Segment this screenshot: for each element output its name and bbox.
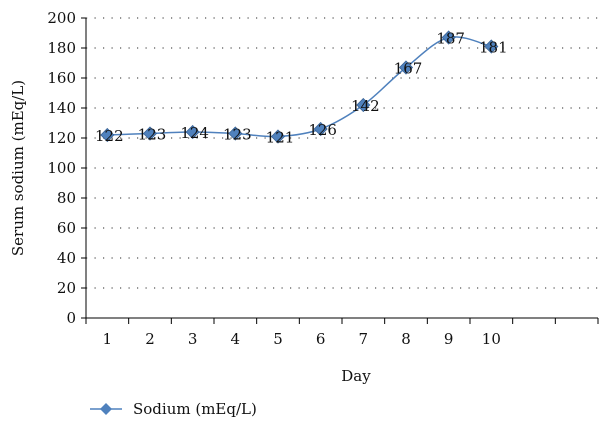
series — [100, 30, 499, 144]
data-point — [313, 121, 328, 137]
y-tick-label: 0 — [66, 309, 76, 327]
data-label: 187 — [436, 30, 465, 48]
x-axis-title: Day — [341, 367, 371, 385]
y-tick-label: 180 — [47, 39, 76, 57]
data-point — [185, 124, 200, 140]
x-tick-label: 2 — [145, 330, 155, 348]
data-point — [441, 30, 456, 45]
legend-label: Sodium (mEq/L) — [133, 400, 257, 418]
x-tick-label: 7 — [359, 330, 369, 348]
data-label: 167 — [394, 60, 423, 78]
data-label: 122 — [95, 127, 124, 145]
y-tick-label: 120 — [47, 129, 76, 147]
data-label: 121 — [266, 129, 295, 147]
data-label: 124 — [180, 124, 209, 142]
y-axis-title: Serum sodium (mEq/L) — [9, 80, 27, 256]
data-point — [100, 127, 115, 143]
data-point — [356, 97, 371, 113]
data-point — [142, 126, 158, 141]
y-tick-label: 80 — [57, 189, 76, 207]
y-tick-label: 200 — [47, 9, 76, 27]
data-labels: 122 123 124 123 121 126 142 167 187 181 — [95, 30, 508, 147]
y-tick-label: 100 — [47, 159, 76, 177]
y-tick-label: 140 — [47, 99, 76, 117]
x-tick-label: 4 — [231, 330, 241, 348]
x-tick-label: 8 — [401, 330, 411, 348]
data-label: 181 — [479, 39, 508, 57]
data-label: 126 — [308, 121, 337, 139]
legend-marker — [100, 403, 112, 415]
data-point — [228, 126, 243, 141]
data-label: 142 — [351, 97, 380, 115]
x-tick-label: 10 — [482, 330, 501, 348]
y-tick-label: 20 — [57, 279, 76, 297]
data-label: 123 — [223, 126, 252, 144]
data-point — [398, 60, 414, 75]
series-line — [107, 36, 492, 138]
gridlines — [86, 17, 598, 289]
data-point — [484, 39, 499, 54]
x-tick-label: 6 — [316, 330, 326, 348]
y-tick-label: 40 — [57, 249, 76, 267]
x-tick-label: 5 — [273, 330, 283, 348]
data-point — [270, 129, 286, 144]
data-label: 123 — [138, 126, 167, 144]
y-tick-label: 160 — [47, 69, 76, 87]
x-tick-label: 3 — [188, 330, 198, 348]
x-tick-label: 9 — [444, 330, 454, 348]
legend: Sodium (mEq/L) — [90, 400, 257, 418]
y-tick-label: 60 — [57, 219, 76, 237]
x-tick-label: 1 — [103, 330, 113, 348]
